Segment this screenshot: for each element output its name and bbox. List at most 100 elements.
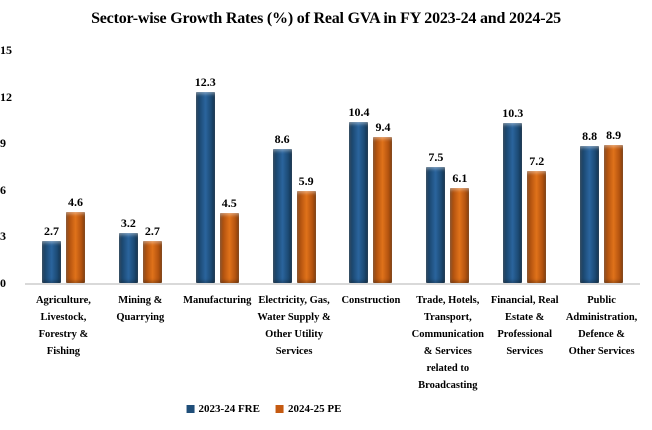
bar-wrapper: 10.3	[502, 106, 523, 283]
bar-fy2023-24	[503, 123, 523, 283]
bar-wrapper: 2.7	[142, 224, 162, 283]
bar-fy2024-25	[296, 191, 316, 283]
bar-value-label: 10.4	[348, 104, 370, 119]
bar-group: 2.7 4.6	[25, 50, 102, 283]
bar-value-label: 9.4	[375, 120, 391, 134]
x-axis-label-line: Communication	[411, 329, 484, 340]
bar-fy2024-25	[65, 211, 85, 283]
x-axis-label-line: Services	[275, 346, 313, 357]
bar-wrapper: 3.2	[118, 216, 138, 283]
x-axis-label-line: Livestock,	[40, 312, 87, 323]
legend-item: 2023-24 FRE	[186, 403, 260, 415]
x-axis-label-line: Water Supply &	[257, 312, 331, 323]
y-axis-tick-label: 15	[0, 43, 12, 57]
bar-wrapper: 4.6	[65, 195, 85, 283]
bar-wrapper: 9.4	[373, 120, 393, 283]
bar-wrapper: 10.4	[348, 105, 369, 283]
bar-value-label: 8.6	[274, 132, 290, 147]
x-axis-label-line: Forestry &	[38, 329, 89, 340]
bar-value-label: 10.3	[502, 106, 524, 120]
x-axis-label-line: Mining &	[118, 295, 163, 306]
chart-title: Sector-wise Growth Rates (%) of Real GVA…	[91, 10, 561, 27]
bar-value-label: 8.9	[606, 127, 622, 142]
x-axis-label-line: Administration,	[565, 312, 638, 323]
y-axis-tick-label: 6	[0, 182, 6, 197]
x-axis-label-line: related to	[426, 363, 470, 374]
x-axis-category-label: Agriculture, Livestock, Forestry & Fishing	[25, 292, 102, 360]
legend-swatch	[186, 405, 195, 413]
bar-group: 8.8 8.9	[563, 50, 640, 283]
bar-group: 8.6 5.9	[256, 50, 333, 283]
x-axis-label-line: Quarrying	[116, 312, 165, 323]
bar-fy2023-24	[195, 91, 215, 283]
y-axis-tick-label: 9	[0, 136, 6, 151]
bar-value-label: 2.7	[43, 224, 59, 239]
x-axis-category-label: Public Administration, Defence & Other Serv…	[563, 292, 640, 360]
bar-value-label: 12.3	[194, 74, 216, 89]
bar-wrapper: 8.9	[604, 128, 624, 283]
bar-fy2023-24	[118, 233, 138, 283]
x-axis-labels: Agriculture, Livestock, Forestry & Fishing M…	[25, 292, 640, 394]
bar-group: 10.3 7.2	[486, 50, 563, 283]
bar-wrapper: 6.1	[450, 171, 470, 283]
x-axis-label-line: Electricity, Gas,	[258, 295, 330, 306]
bar-fy2024-25	[450, 188, 470, 283]
bar-wrapper: 8.6	[272, 132, 292, 283]
x-axis-category-label: Construction	[333, 292, 410, 309]
y-axis-tick-label: 0	[0, 276, 6, 290]
bar-wrapper: 12.3	[195, 75, 216, 283]
bar-fy2023-24	[41, 241, 61, 283]
bar-group: 7.5 6.1	[409, 50, 486, 283]
x-axis-category-label: Manufacturing	[179, 292, 256, 309]
bar-value-label: 5.9	[298, 174, 314, 189]
bar-fy2024-25	[219, 213, 239, 283]
x-axis-label-line: Defence &	[578, 329, 626, 340]
bar-value-label: 3.2	[120, 216, 136, 231]
x-axis-label-line: Trade, Hotels,	[416, 295, 480, 306]
x-axis-label-line: Broadcasting	[418, 380, 478, 391]
bar-wrapper: 5.9	[296, 174, 316, 283]
x-axis-label-line: Professional	[497, 329, 552, 340]
bar-wrapper: 7.2	[527, 154, 547, 283]
bar-fy2023-24	[272, 149, 292, 283]
x-axis-category-label: Trade, Hotels, Transport, Communication & S…	[409, 292, 486, 394]
x-axis-category-label: Financial, Real Estate & Professional Servi…	[486, 292, 563, 360]
bar-value-label: 4.5	[221, 196, 237, 211]
bar-fy2023-24	[580, 146, 600, 283]
bar-fy2023-24	[349, 121, 369, 283]
bar-fy2024-25	[604, 144, 624, 283]
bar-group: 12.3 4.5	[179, 50, 256, 283]
legend: 2023-24 FRE 2024-25 PE	[186, 403, 342, 415]
bar-fy2024-25	[373, 137, 393, 283]
y-axis-tick-label: 3	[0, 229, 6, 244]
x-axis-label-line: Other Services	[568, 346, 635, 357]
x-axis-label-line: Transport,	[423, 312, 472, 323]
bar-wrapper: 7.5	[426, 150, 446, 283]
bar-fy2024-25	[527, 171, 547, 283]
plot-area: 2.7 4.6 3.2 2.7 12.3 4.5 8.6 5.9 10.4 9.4 7.5 6.1 10…	[25, 50, 640, 283]
bar-wrapper: 4.5	[219, 196, 239, 283]
bar-wrapper: 8.8	[580, 129, 600, 283]
bar-group: 10.4 9.4	[333, 50, 410, 283]
x-axis-label-line: & Services	[423, 346, 472, 357]
y-axis-tick-label: 12	[0, 89, 12, 104]
bar-fy2024-25	[142, 241, 162, 283]
bar-wrapper: 2.7	[41, 224, 61, 283]
x-axis-label-line: Services	[506, 346, 544, 357]
bar-fy2023-24	[426, 166, 446, 283]
bar-group: 3.2 2.7	[102, 50, 179, 283]
x-axis-label-line: Financial, Real	[490, 295, 559, 306]
bar-value-label: 4.6	[67, 194, 83, 209]
bar-value-label: 6.1	[452, 171, 468, 186]
x-axis-category-label: Electricity, Gas, Water Supply & Other Uti…	[256, 292, 333, 360]
bar-value-label: 2.7	[144, 224, 160, 239]
x-axis-label-line: Public	[587, 295, 616, 306]
x-axis-label-line: Fishing	[46, 346, 81, 357]
legend-swatch	[275, 405, 284, 413]
x-axis-label-line: Agriculture,	[35, 295, 91, 306]
x-axis-label-line: Construction	[341, 295, 401, 306]
legend-label: 2024-25 PE	[287, 403, 342, 415]
x-axis-label-line: Manufacturing	[183, 295, 252, 306]
bar-value-label: 8.8	[582, 129, 598, 144]
